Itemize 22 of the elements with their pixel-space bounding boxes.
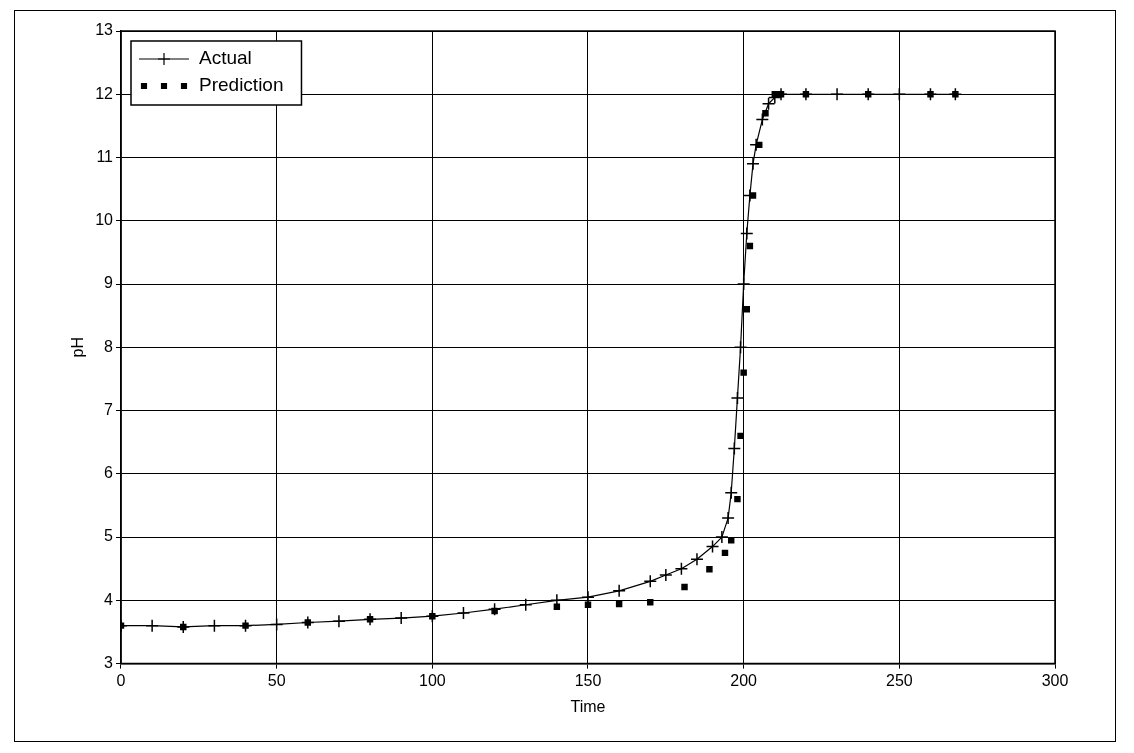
y-tick-label: 9 [104,274,114,292]
y-tick-label: 12 [95,84,114,102]
x-tick-label: 300 [1041,671,1069,689]
y-tick-label: 3 [104,654,114,672]
y-tick-label: 13 [95,21,114,39]
legend-label: Prediction [199,74,284,96]
x-tick-label: 250 [885,671,913,689]
y-tick-label: 5 [104,527,114,545]
y-axis-title: pH [69,337,87,358]
legend-label: Actual [199,47,252,69]
y-tick-label: 4 [104,590,114,608]
x-tick-label: 150 [574,671,602,689]
x-tick-label: 100 [418,671,446,689]
x-tick-label: 200 [730,671,758,689]
y-tick-label: 6 [104,464,114,482]
y-tick-label: 11 [96,147,114,165]
y-tick-label: 10 [95,211,114,229]
x-tick-label: 50 [267,671,286,689]
x-tick-label: 0 [116,671,126,689]
x-axis-title: Time [570,697,606,715]
y-tick-label: 7 [104,400,114,418]
y-tick-label: 8 [104,337,114,355]
